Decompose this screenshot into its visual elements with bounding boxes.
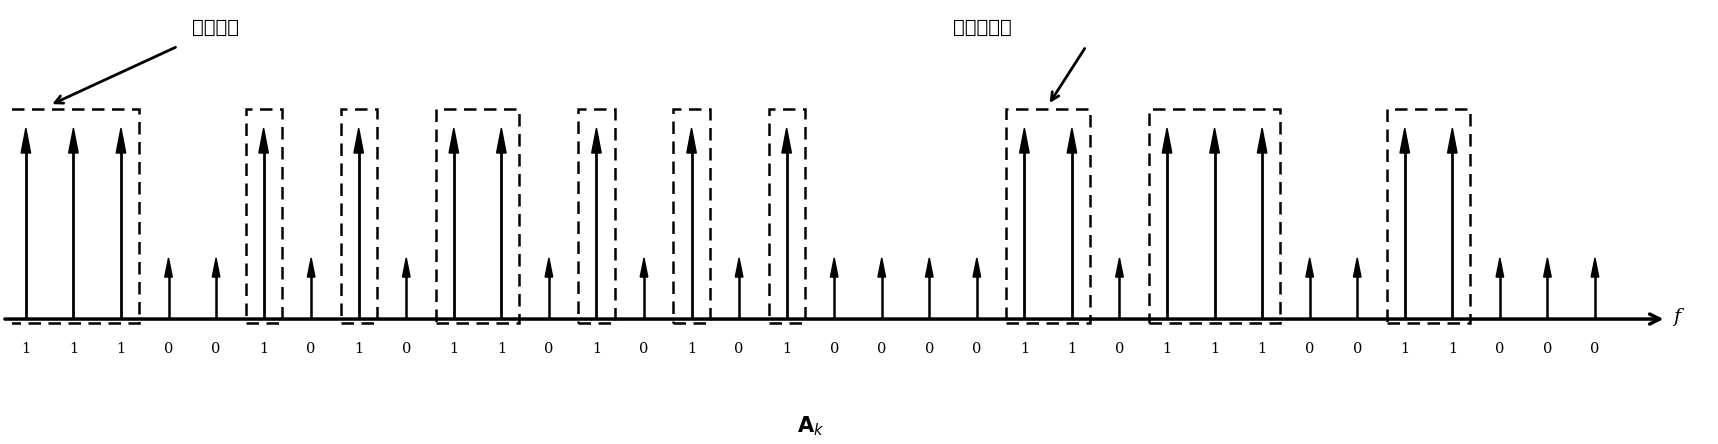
Text: 0: 0 <box>972 342 981 356</box>
Polygon shape <box>1354 258 1361 277</box>
Text: 1: 1 <box>1209 342 1220 356</box>
Polygon shape <box>354 128 364 153</box>
Polygon shape <box>1591 258 1599 277</box>
Text: 0: 0 <box>1115 342 1124 356</box>
Polygon shape <box>21 128 31 153</box>
Polygon shape <box>1306 258 1314 277</box>
Polygon shape <box>213 258 220 277</box>
Polygon shape <box>117 128 125 153</box>
Text: 0: 0 <box>1495 342 1505 356</box>
Text: 1: 1 <box>448 342 459 356</box>
Text: 1: 1 <box>1400 342 1409 356</box>
Text: 0: 0 <box>924 342 935 356</box>
Text: 1: 1 <box>117 342 125 356</box>
Text: 0: 0 <box>1306 342 1314 356</box>
Polygon shape <box>448 128 459 153</box>
Text: 0: 0 <box>1352 342 1362 356</box>
Text: f: f <box>1673 308 1680 326</box>
Text: 1: 1 <box>259 342 268 356</box>
Text: 0: 0 <box>545 342 553 356</box>
Polygon shape <box>1496 258 1503 277</box>
Text: 0: 0 <box>734 342 744 356</box>
Polygon shape <box>830 258 838 277</box>
Text: 1: 1 <box>1448 342 1457 356</box>
Polygon shape <box>259 128 268 153</box>
Text: 0: 0 <box>1543 342 1551 356</box>
Text: 1: 1 <box>1020 342 1029 356</box>
Bar <box>768 109 804 323</box>
Text: 1: 1 <box>21 342 31 356</box>
Text: $\mathbf{A}_{k}$: $\mathbf{A}_{k}$ <box>797 414 825 438</box>
Text: 1: 1 <box>354 342 362 356</box>
Bar <box>579 109 615 323</box>
Text: 0: 0 <box>163 342 174 356</box>
Polygon shape <box>497 128 507 153</box>
Text: 0: 0 <box>830 342 838 356</box>
Bar <box>1149 109 1280 323</box>
Text: 不可用频谱: 不可用频谱 <box>953 18 1012 36</box>
Bar <box>436 109 519 323</box>
Polygon shape <box>1163 128 1172 153</box>
Polygon shape <box>1400 128 1409 153</box>
Polygon shape <box>687 128 696 153</box>
Bar <box>340 109 376 323</box>
Polygon shape <box>165 258 172 277</box>
Polygon shape <box>591 128 601 153</box>
Text: 1: 1 <box>1258 342 1266 356</box>
Polygon shape <box>972 258 981 277</box>
Polygon shape <box>1115 258 1124 277</box>
Text: 1: 1 <box>497 342 505 356</box>
Text: 0: 0 <box>402 342 411 356</box>
Polygon shape <box>641 258 648 277</box>
Text: 0: 0 <box>639 342 649 356</box>
Polygon shape <box>735 258 742 277</box>
Polygon shape <box>545 258 553 277</box>
Text: 0: 0 <box>306 342 316 356</box>
Polygon shape <box>1209 128 1220 153</box>
Text: 1: 1 <box>782 342 792 356</box>
Bar <box>673 109 710 323</box>
Text: 1: 1 <box>593 342 601 356</box>
Text: 0: 0 <box>878 342 886 356</box>
Polygon shape <box>69 128 79 153</box>
Text: 1: 1 <box>69 342 77 356</box>
Text: 0: 0 <box>211 342 220 356</box>
Polygon shape <box>878 258 885 277</box>
Bar <box>246 109 282 323</box>
Polygon shape <box>1019 128 1029 153</box>
Polygon shape <box>782 128 792 153</box>
Polygon shape <box>1448 128 1457 153</box>
Bar <box>1386 109 1471 323</box>
Text: 1: 1 <box>1067 342 1077 356</box>
Polygon shape <box>1543 258 1551 277</box>
Polygon shape <box>1258 128 1266 153</box>
Bar <box>9 109 139 323</box>
Text: 1: 1 <box>1163 342 1172 356</box>
Polygon shape <box>402 258 411 277</box>
Polygon shape <box>1067 128 1077 153</box>
Text: 可用频谱: 可用频谱 <box>192 18 239 36</box>
Text: 0: 0 <box>1591 342 1599 356</box>
Text: 1: 1 <box>687 342 696 356</box>
Polygon shape <box>308 258 314 277</box>
Polygon shape <box>926 258 933 277</box>
Bar <box>1007 109 1089 323</box>
